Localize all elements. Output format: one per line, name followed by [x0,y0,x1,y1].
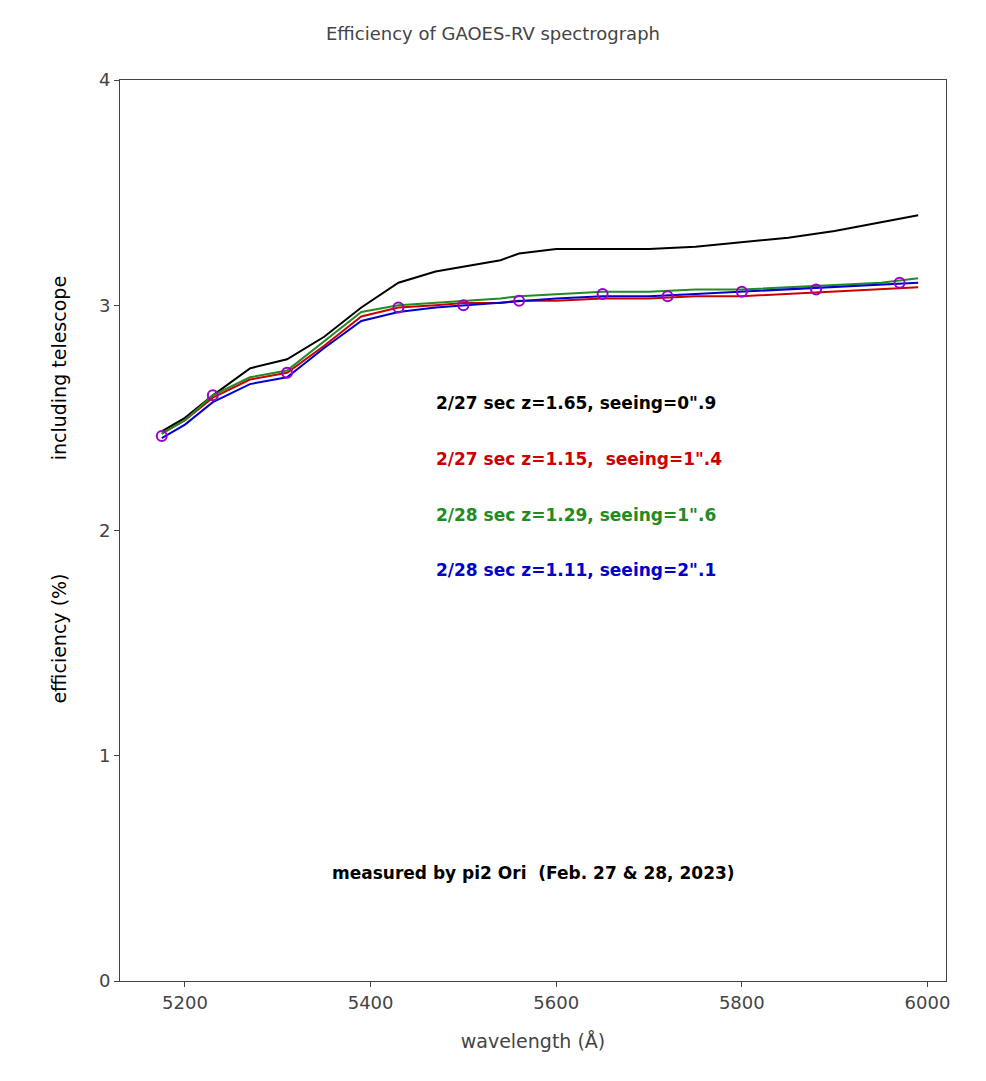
svg-text:1: 1 [99,745,110,766]
svg-text:5200: 5200 [162,992,208,1013]
svg-text:4: 4 [99,69,110,90]
svg-text:2/27 sec z=1.65, seeing=0".9: 2/27 sec z=1.65, seeing=0".9 [436,393,716,413]
svg-text:efficiency (%): efficiency (%) [48,573,70,703]
svg-text:2/28 sec z=1.29, seeing=1".6: 2/28 sec z=1.29, seeing=1".6 [436,505,716,525]
svg-text:2/27 sec z=1.15, seeing=1".4: 2/27 sec z=1.15, seeing=1".4 [436,449,722,469]
svg-text:5600: 5600 [533,992,579,1013]
svg-text:5800: 5800 [719,992,765,1013]
svg-text:3: 3 [99,295,110,316]
svg-text:2: 2 [99,520,110,541]
svg-text:including telescope: including telescope [48,276,70,460]
svg-text:6000: 6000 [905,992,951,1013]
svg-text:wavelength (Å): wavelength (Å) [461,1030,606,1052]
svg-text:2/28 sec z=1.11, seeing=2".1: 2/28 sec z=1.11, seeing=2".1 [436,560,716,580]
svg-text:Efficiency of GAOES-RV spectro: Efficiency of GAOES-RV spectrograph [326,23,660,44]
svg-text:measured by pi2 Ori (Feb. 27: measured by pi2 Ori (Feb. 27 & 28, 2023) [332,863,735,883]
svg-text:0: 0 [99,970,110,991]
svg-text:5400: 5400 [348,992,394,1013]
